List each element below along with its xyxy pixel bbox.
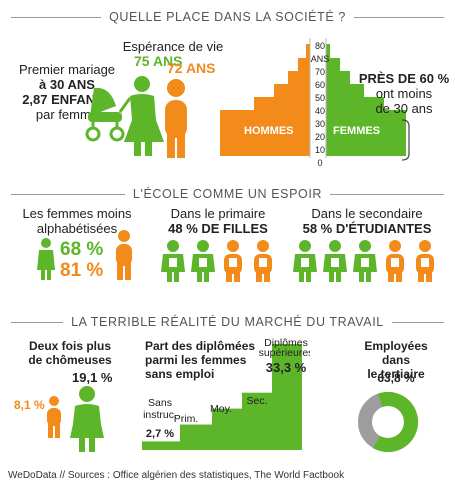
illiteracy-women-value: 81 % xyxy=(60,260,104,281)
pyramid-tick-80: 80 ANS xyxy=(310,41,330,64)
woman-icon xyxy=(37,238,55,280)
primary-students-icons xyxy=(161,240,272,282)
pyramid-tick: 0 xyxy=(317,158,323,168)
girl-student-icon xyxy=(353,240,377,282)
donut-share xyxy=(358,391,418,452)
secondary-label: Dans le secondaire xyxy=(311,206,423,221)
graduates-title-3: sans emploi xyxy=(145,367,215,381)
boy-student-icon xyxy=(224,240,242,282)
man-icon xyxy=(47,396,61,438)
pyramid-axis: 80 ANS 70 60 50 40 30 20 10 0 xyxy=(305,40,335,170)
young-population-block: PRÈS DE 60 % ont moins de 30 ans xyxy=(358,71,450,116)
bar xyxy=(272,344,302,450)
secondary-block: Dans le secondaire 58 % D'ÉTUDIANTES xyxy=(292,206,442,236)
men-label: HOMMES xyxy=(244,125,294,137)
pyramid-tick: 40 xyxy=(314,106,325,116)
graduates-title-2: parmi les femmes xyxy=(145,353,247,367)
life-expectancy-women: 75 ANS xyxy=(134,53,183,69)
category-label: supérieures xyxy=(259,347,310,359)
woman-icon xyxy=(70,386,104,452)
section-title-text: QUELLE PLACE DANS LA SOCIÉTÉ ? xyxy=(101,10,354,24)
life-expectancy-label: Espérance de vie xyxy=(122,39,224,54)
illiteracy-men-value: 68 % xyxy=(60,239,104,260)
primary-label: Dans le primaire xyxy=(170,206,266,221)
children-label: par femme xyxy=(35,107,99,122)
unemployment-women-value: 19,1 % xyxy=(72,370,113,385)
section-title-school: L'ÉCOLE COMME UN ESPOIR xyxy=(0,185,455,205)
category-label: Diplômes xyxy=(264,337,308,349)
woman-icon xyxy=(124,76,164,156)
secondary-students-icons xyxy=(293,240,434,282)
graduates-title-1: Part des diplômées xyxy=(145,339,256,353)
section-title-text: L'ÉCOLE COMME UN ESPOIR xyxy=(124,187,331,201)
tertiary-title-1: Employées dans xyxy=(364,339,428,367)
unemployment-title-2: de chômeuses xyxy=(28,353,112,367)
women-label: FEMMES xyxy=(333,125,381,137)
marriage-label: Premier mariage xyxy=(18,62,116,77)
section-title-labour: LA TERRIBLE RÉALITÉ DU MARCHÉ DU TRAVAIL xyxy=(0,313,455,333)
value-label: 33,3 % xyxy=(266,360,307,375)
illiteracy-label: Les femmes moins alphabétisées xyxy=(14,206,140,236)
girl-student-icon xyxy=(323,240,347,282)
pyramid-tick: 70 xyxy=(314,67,325,77)
primary-value: 48 % DE FILLES xyxy=(168,221,268,236)
man-icon xyxy=(165,79,187,158)
tertiary-title: Employées dans le tertiaire xyxy=(356,339,436,381)
marriage-block: Premier mariage à 30 ANS xyxy=(2,62,132,92)
secondary-value: 58 % D'ÉTUDIANTES xyxy=(302,221,432,236)
pyramid-tick: 50 xyxy=(314,93,325,103)
girl-student-icon xyxy=(191,240,215,282)
pyramid-tick: 20 xyxy=(314,132,325,142)
tertiary-title-2: le tertiaire xyxy=(367,367,425,381)
illiteracy-label-1: Les femmes moins xyxy=(22,206,132,221)
bar xyxy=(142,441,180,450)
boy-student-icon xyxy=(416,240,434,282)
pyramid-tick: 60 xyxy=(314,80,325,90)
stroller-icon xyxy=(85,87,132,142)
life-expectancy-men: 72 ANS xyxy=(167,60,216,76)
category-label: Prim. xyxy=(174,413,199,425)
children-value: 2,87 ENFANTS xyxy=(22,92,112,107)
pyramid-men-side xyxy=(220,44,310,156)
source-footer: WeDoData // Sources : Office algérien de… xyxy=(8,470,345,481)
illiteracy-label-2: alphabétisées xyxy=(36,221,118,236)
category-label: Sec. xyxy=(246,395,267,407)
man-icon xyxy=(116,230,132,280)
children-block: 2,87 ENFANTS par femme xyxy=(2,92,132,122)
girl-student-icon xyxy=(161,240,185,282)
tertiary-value: 63,8 % xyxy=(377,371,415,385)
pyramid-tick: 10 xyxy=(314,145,325,155)
bar xyxy=(242,392,272,450)
section-title-text: LA TERRIBLE RÉALITÉ DU MARCHÉ DU TRAVAIL xyxy=(63,315,392,329)
bracket-icon xyxy=(401,119,410,161)
boy-student-icon xyxy=(254,240,272,282)
tertiary-donut xyxy=(358,391,418,452)
young-population-label-2: de 30 ans xyxy=(375,101,433,116)
young-population-value: PRÈS DE 60 % xyxy=(358,71,450,86)
category-label: instruc. xyxy=(143,409,177,421)
value-label: 2,7 % xyxy=(146,428,174,440)
bar xyxy=(180,424,212,450)
boy-student-icon xyxy=(386,240,404,282)
pyramid-tick: 30 xyxy=(314,119,325,129)
pyramid-women-side xyxy=(326,44,406,156)
category-label: Moy. xyxy=(210,403,232,415)
unemployment-men-value: 8,1 % xyxy=(14,398,45,412)
category-label: Sans xyxy=(148,397,172,409)
marriage-value: à 30 ANS xyxy=(39,77,95,92)
section-title-society: QUELLE PLACE DANS LA SOCIÉTÉ ? xyxy=(0,8,455,28)
bar xyxy=(212,408,242,450)
age-pyramid xyxy=(220,38,406,158)
young-population-label-1: ont moins xyxy=(375,86,433,101)
family-illustration xyxy=(85,76,187,158)
graduates-title: Part des diplômées parmi les femmes sans… xyxy=(145,339,257,381)
unemployment-title: Deux fois plus de chômeuses xyxy=(20,339,120,367)
girl-student-icon xyxy=(293,240,317,282)
unemployment-title-1: Deux fois plus xyxy=(28,339,111,353)
primary-block: Dans le primaire 48 % DE FILLES xyxy=(158,206,278,236)
